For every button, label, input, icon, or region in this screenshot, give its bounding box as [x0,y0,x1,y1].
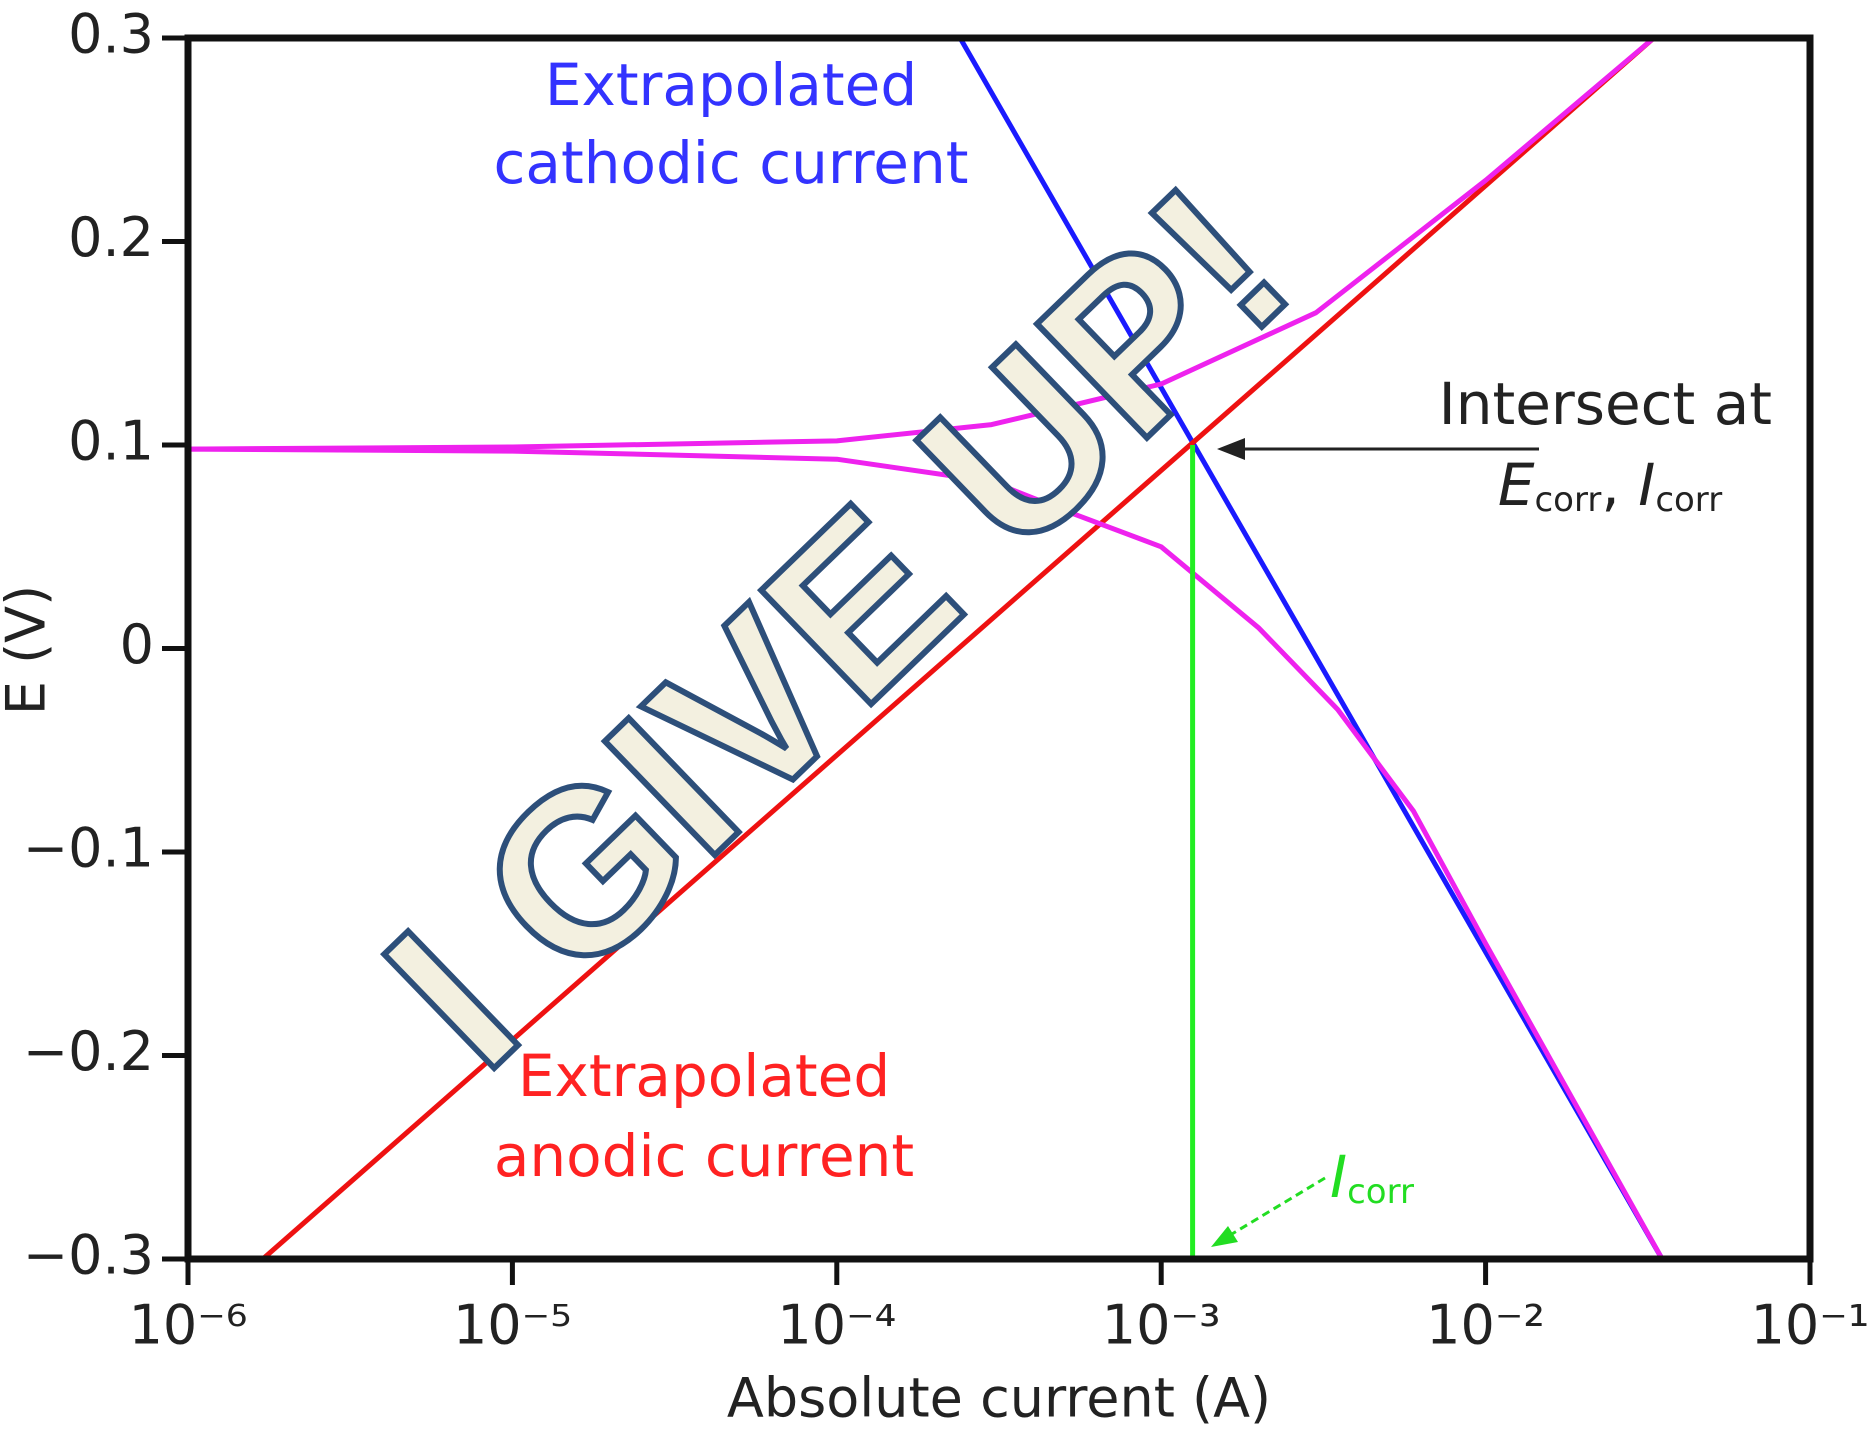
annotation: anodic current [494,1122,914,1190]
x-tick-label: 10⁻³ [1102,1294,1221,1357]
annotation: Ecorr, Icorr [1498,451,1722,519]
annotation-part: I [1638,451,1655,519]
y-tick-label: −0.1 [23,817,154,880]
annotation-part: corr [1534,480,1601,520]
y-tick-label: 0.1 [68,410,154,473]
annotation-part: corr [1347,1172,1414,1212]
y-tick-label: 0 [120,613,154,676]
annotation-part: I [1330,1143,1347,1211]
x-tick-label: 10⁻² [1426,1294,1545,1357]
axes: −0.3 −0.2 −0.1 0 0.1 0.2 0.3 10⁻⁶ 10⁻⁵ 10⁻⁴ 10⁻³ 10… [23,3,1870,1357]
y-tick-label: −0.2 [23,1020,154,1083]
annotation: Extrapolated [518,1042,890,1110]
series-line [261,36,1656,1261]
annotation-part: E [1498,451,1535,519]
x-tick-label: 10⁻⁵ [453,1294,572,1357]
x-tick-label: 10⁻⁶ [129,1294,248,1357]
y-tick-label: −0.3 [23,1224,154,1287]
series-line [187,36,1656,452]
arrow-head [1211,1226,1238,1247]
plot-area [187,36,1665,1261]
x-axis-label: Absolute current (A) [727,1367,1271,1430]
x-tick-label: 10⁻¹ [1751,1294,1870,1357]
y-tick-label: 0.3 [68,3,154,66]
arrow-head [1217,438,1245,460]
annotation: Intersect at [1439,370,1772,438]
annotation-part: , [1601,451,1638,519]
annotation: cathodic current [494,129,969,197]
y-tick-label: 0.2 [68,206,154,269]
x-tick-label: 10⁻⁴ [777,1294,896,1357]
arrow [1221,1176,1326,1242]
annotation: Icorr [1330,1143,1414,1211]
annotation-part: corr [1655,480,1722,520]
y-axis-label: E (V) [0,585,58,715]
annotation: Extrapolated [545,51,917,119]
series-line [187,446,1665,1261]
series-line [957,36,1665,1261]
